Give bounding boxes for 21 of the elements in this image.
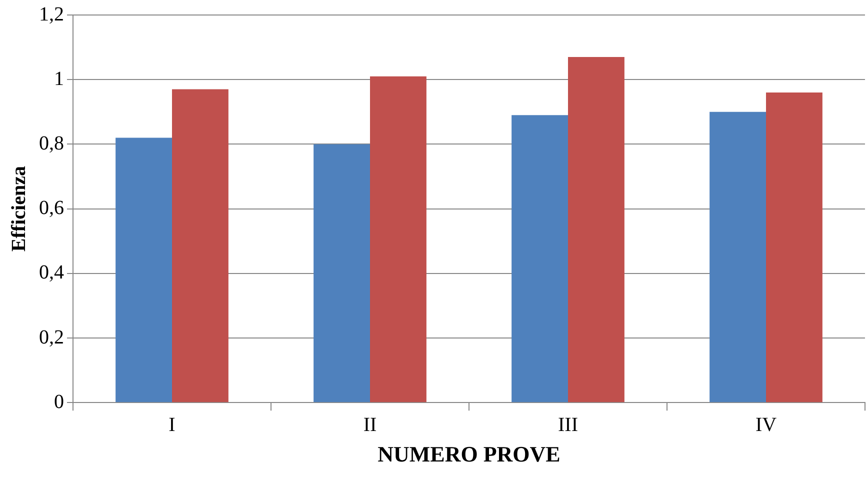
bar bbox=[710, 112, 766, 402]
y-tick-label: 0,8 bbox=[39, 132, 64, 154]
bar bbox=[116, 138, 172, 402]
x-axis-title: NUMERO PROVE bbox=[378, 441, 560, 466]
x-tick-label: I bbox=[168, 414, 176, 436]
x-tick-label: III bbox=[558, 414, 578, 436]
bar bbox=[370, 76, 426, 402]
y-tick-label: 0 bbox=[54, 390, 64, 413]
x-tick-label: IV bbox=[755, 414, 778, 436]
bar bbox=[568, 56, 624, 402]
bar bbox=[766, 92, 822, 402]
x-tick-label: II bbox=[363, 414, 377, 436]
y-tick-label: 0,4 bbox=[39, 262, 64, 284]
y-tick-label: 0,2 bbox=[39, 326, 64, 348]
y-tick-label: 0,6 bbox=[39, 197, 64, 220]
bar bbox=[512, 115, 568, 402]
bar bbox=[314, 144, 370, 402]
bar bbox=[172, 89, 228, 402]
y-tick-label: 1,2 bbox=[39, 3, 64, 26]
y-axis-title: Efficienza bbox=[8, 166, 30, 252]
y-tick-label: 1 bbox=[54, 68, 64, 90]
